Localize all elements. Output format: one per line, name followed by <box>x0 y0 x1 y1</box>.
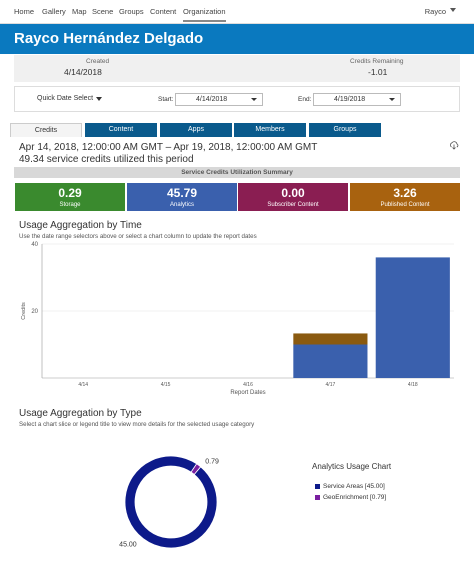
x-tick-label: 4/18 <box>408 382 418 388</box>
report-date-range: Apr 14, 2018, 12:00:00 AM GMT – Apr 19, … <box>19 142 318 153</box>
bar-4-18-series-0[interactable] <box>375 257 450 378</box>
x-axis-label: Report Dates <box>230 390 265 396</box>
nav-groups[interactable]: Groups <box>119 7 144 16</box>
nav-scene[interactable]: Scene <box>92 7 114 16</box>
time-section-subtitle: Use the date range selectors above or se… <box>19 233 257 240</box>
analytics-value: 45.79 <box>166 186 198 200</box>
bar-4-17-series-1[interactable] <box>293 333 368 345</box>
usage-by-type-chart: 45.00 0.79 <box>119 455 219 549</box>
subscriber-content-value: 0.00 <box>281 186 305 200</box>
download-icon[interactable] <box>449 141 459 150</box>
analytics-label: Analytics <box>169 202 194 208</box>
legend-swatch <box>315 484 320 489</box>
x-tick-label: 4/16 <box>243 382 253 388</box>
credits-remaining-label: Credits Remaining <box>350 58 404 65</box>
bar-4-17-series-0[interactable] <box>293 344 368 379</box>
donut-data-label: 45.00 <box>119 542 137 549</box>
tab-members[interactable]: Members <box>234 123 306 137</box>
top-navigation: Home Gallery Map Scene Groups Content Or… <box>0 0 474 24</box>
chevron-down-icon[interactable] <box>450 8 456 12</box>
credits-remaining-value: -1.01 <box>368 67 388 77</box>
legend-item-service-areas[interactable]: Service Areas [45.00] <box>315 483 385 490</box>
type-section-title: Usage Aggregation by Type <box>19 408 142 419</box>
y-tick-label: 40 <box>31 242 38 248</box>
tab-groups[interactable]: Groups <box>309 123 381 137</box>
legend-item-geoenrichment[interactable]: GeoEnrichment [0.79] <box>315 494 387 501</box>
account-info-bar: Created 4/14/2018 Credits Remaining -1.0… <box>14 55 460 82</box>
end-label: End: <box>298 96 312 103</box>
x-tick-label: 4/15 <box>161 382 171 388</box>
nav-content[interactable]: Content <box>150 7 177 16</box>
published-content-value: 3.26 <box>393 186 417 200</box>
donut-legend-title: Analytics Usage Chart <box>312 462 392 471</box>
user-menu[interactable]: Rayco <box>424 7 446 16</box>
y-tick-label: 20 <box>31 309 38 315</box>
legend-label: GeoEnrichment [0.79] <box>323 494 387 501</box>
storage-value: 0.29 <box>58 186 82 200</box>
x-tick-label: 4/14 <box>78 382 88 388</box>
analytics-card[interactable]: 45.79 Analytics <box>127 183 237 211</box>
start-date-input[interactable]: 4/14/2018 <box>175 93 263 106</box>
start-label: Start: <box>158 96 174 103</box>
chevron-down-icon[interactable] <box>96 97 102 101</box>
storage-label: Storage <box>59 202 81 208</box>
tab-credits[interactable]: Credits <box>10 123 82 137</box>
tab-apps[interactable]: Apps <box>160 123 232 137</box>
time-section-title: Usage Aggregation by Time <box>19 220 142 231</box>
end-date-input[interactable]: 4/19/2018 <box>313 93 401 106</box>
created-value: 4/14/2018 <box>64 67 102 77</box>
donut-slice-0[interactable] <box>124 455 218 549</box>
legend-swatch <box>315 495 320 500</box>
storage-card[interactable]: 0.29 Storage <box>15 183 125 211</box>
credits-utilized-summary: 49.34 service credits utilized this peri… <box>19 154 194 165</box>
created-label: Created <box>86 58 110 65</box>
chevron-down-icon[interactable] <box>251 98 257 101</box>
published-content-label: Published Content <box>380 202 430 208</box>
nav-gallery[interactable]: Gallery <box>42 7 66 16</box>
chevron-down-icon[interactable] <box>389 98 395 101</box>
page-title: Rayco Hernández Delgado <box>14 30 204 47</box>
legend-label: Service Areas [45.00] <box>323 483 385 490</box>
subscriber-content-card[interactable]: 0.00 Subscriber Content <box>238 183 348 211</box>
x-tick-label: 4/17 <box>326 382 336 388</box>
subscriber-content-label: Subscriber Content <box>267 202 319 208</box>
donut-data-label: 0.79 <box>205 458 219 465</box>
page-header: Rayco Hernández Delgado <box>0 24 474 54</box>
quick-date-select[interactable]: Quick Date Select <box>37 95 94 102</box>
nav-map[interactable]: Map <box>72 7 87 16</box>
tab-content[interactable]: Content <box>85 123 157 137</box>
y-axis-label: Credits <box>21 302 27 320</box>
nav-home[interactable]: Home <box>14 7 35 16</box>
utilization-summary-header: Service Credits Utilization Summary <box>14 167 460 178</box>
start-date-value: 4/14/2018 <box>196 96 228 103</box>
type-section-subtitle: Select a chart slice or legend title to … <box>19 421 255 428</box>
published-content-card[interactable]: 3.26 Published Content <box>350 183 460 211</box>
end-date-value: 4/19/2018 <box>334 96 366 103</box>
usage-by-time-chart: 20 40 Credits 4/14 4/15 4/16 4/17 4/18 Report Da… <box>21 242 454 396</box>
donut-slice-1[interactable] <box>190 463 202 476</box>
nav-organization[interactable]: Organization <box>183 7 226 22</box>
date-filter-bar: Quick Date Select Start: 4/14/2018 End: … <box>14 86 460 112</box>
